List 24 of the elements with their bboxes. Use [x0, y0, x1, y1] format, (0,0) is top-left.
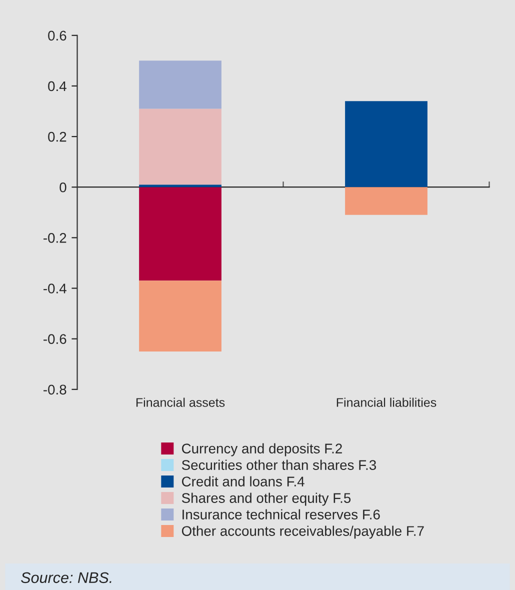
y-tick-label: -0.6 [44, 334, 66, 344]
legend-label: Currency and deposits F.2 [182, 443, 342, 456]
y-tick-label: 0.4 [48, 81, 66, 92]
bar [139, 184, 222, 188]
y-tick-label: 0 [60, 182, 66, 192]
legend-label: Securities other than shares F.3 [182, 460, 376, 470]
legend-label: Insurance technical reserves F.6 [182, 509, 380, 520]
y-tick-label: -0.2 [44, 233, 66, 243]
legend-label: Credit and loans F.4 [182, 476, 304, 486]
legend-label: Shares and other equity F.5 [182, 492, 351, 506]
y-tick-label: 0.2 [48, 132, 66, 142]
legend-label: Other accounts receivables/payable F.7 [182, 526, 424, 539]
source-note: Source: NBS. [21, 572, 112, 584]
y-tick-label: 0.6 [48, 30, 66, 41]
bar [139, 187, 222, 281]
bar [345, 101, 428, 188]
bar [345, 187, 428, 215]
bar [139, 280, 222, 352]
y-tick-label: -0.8 [44, 384, 66, 395]
y-tick-label: -0.4 [44, 284, 66, 294]
x-tick-label: Financial assets [136, 398, 225, 407]
bar [139, 108, 222, 185]
bar [139, 60, 222, 109]
x-tick-label: Financial liabilities [336, 398, 436, 407]
